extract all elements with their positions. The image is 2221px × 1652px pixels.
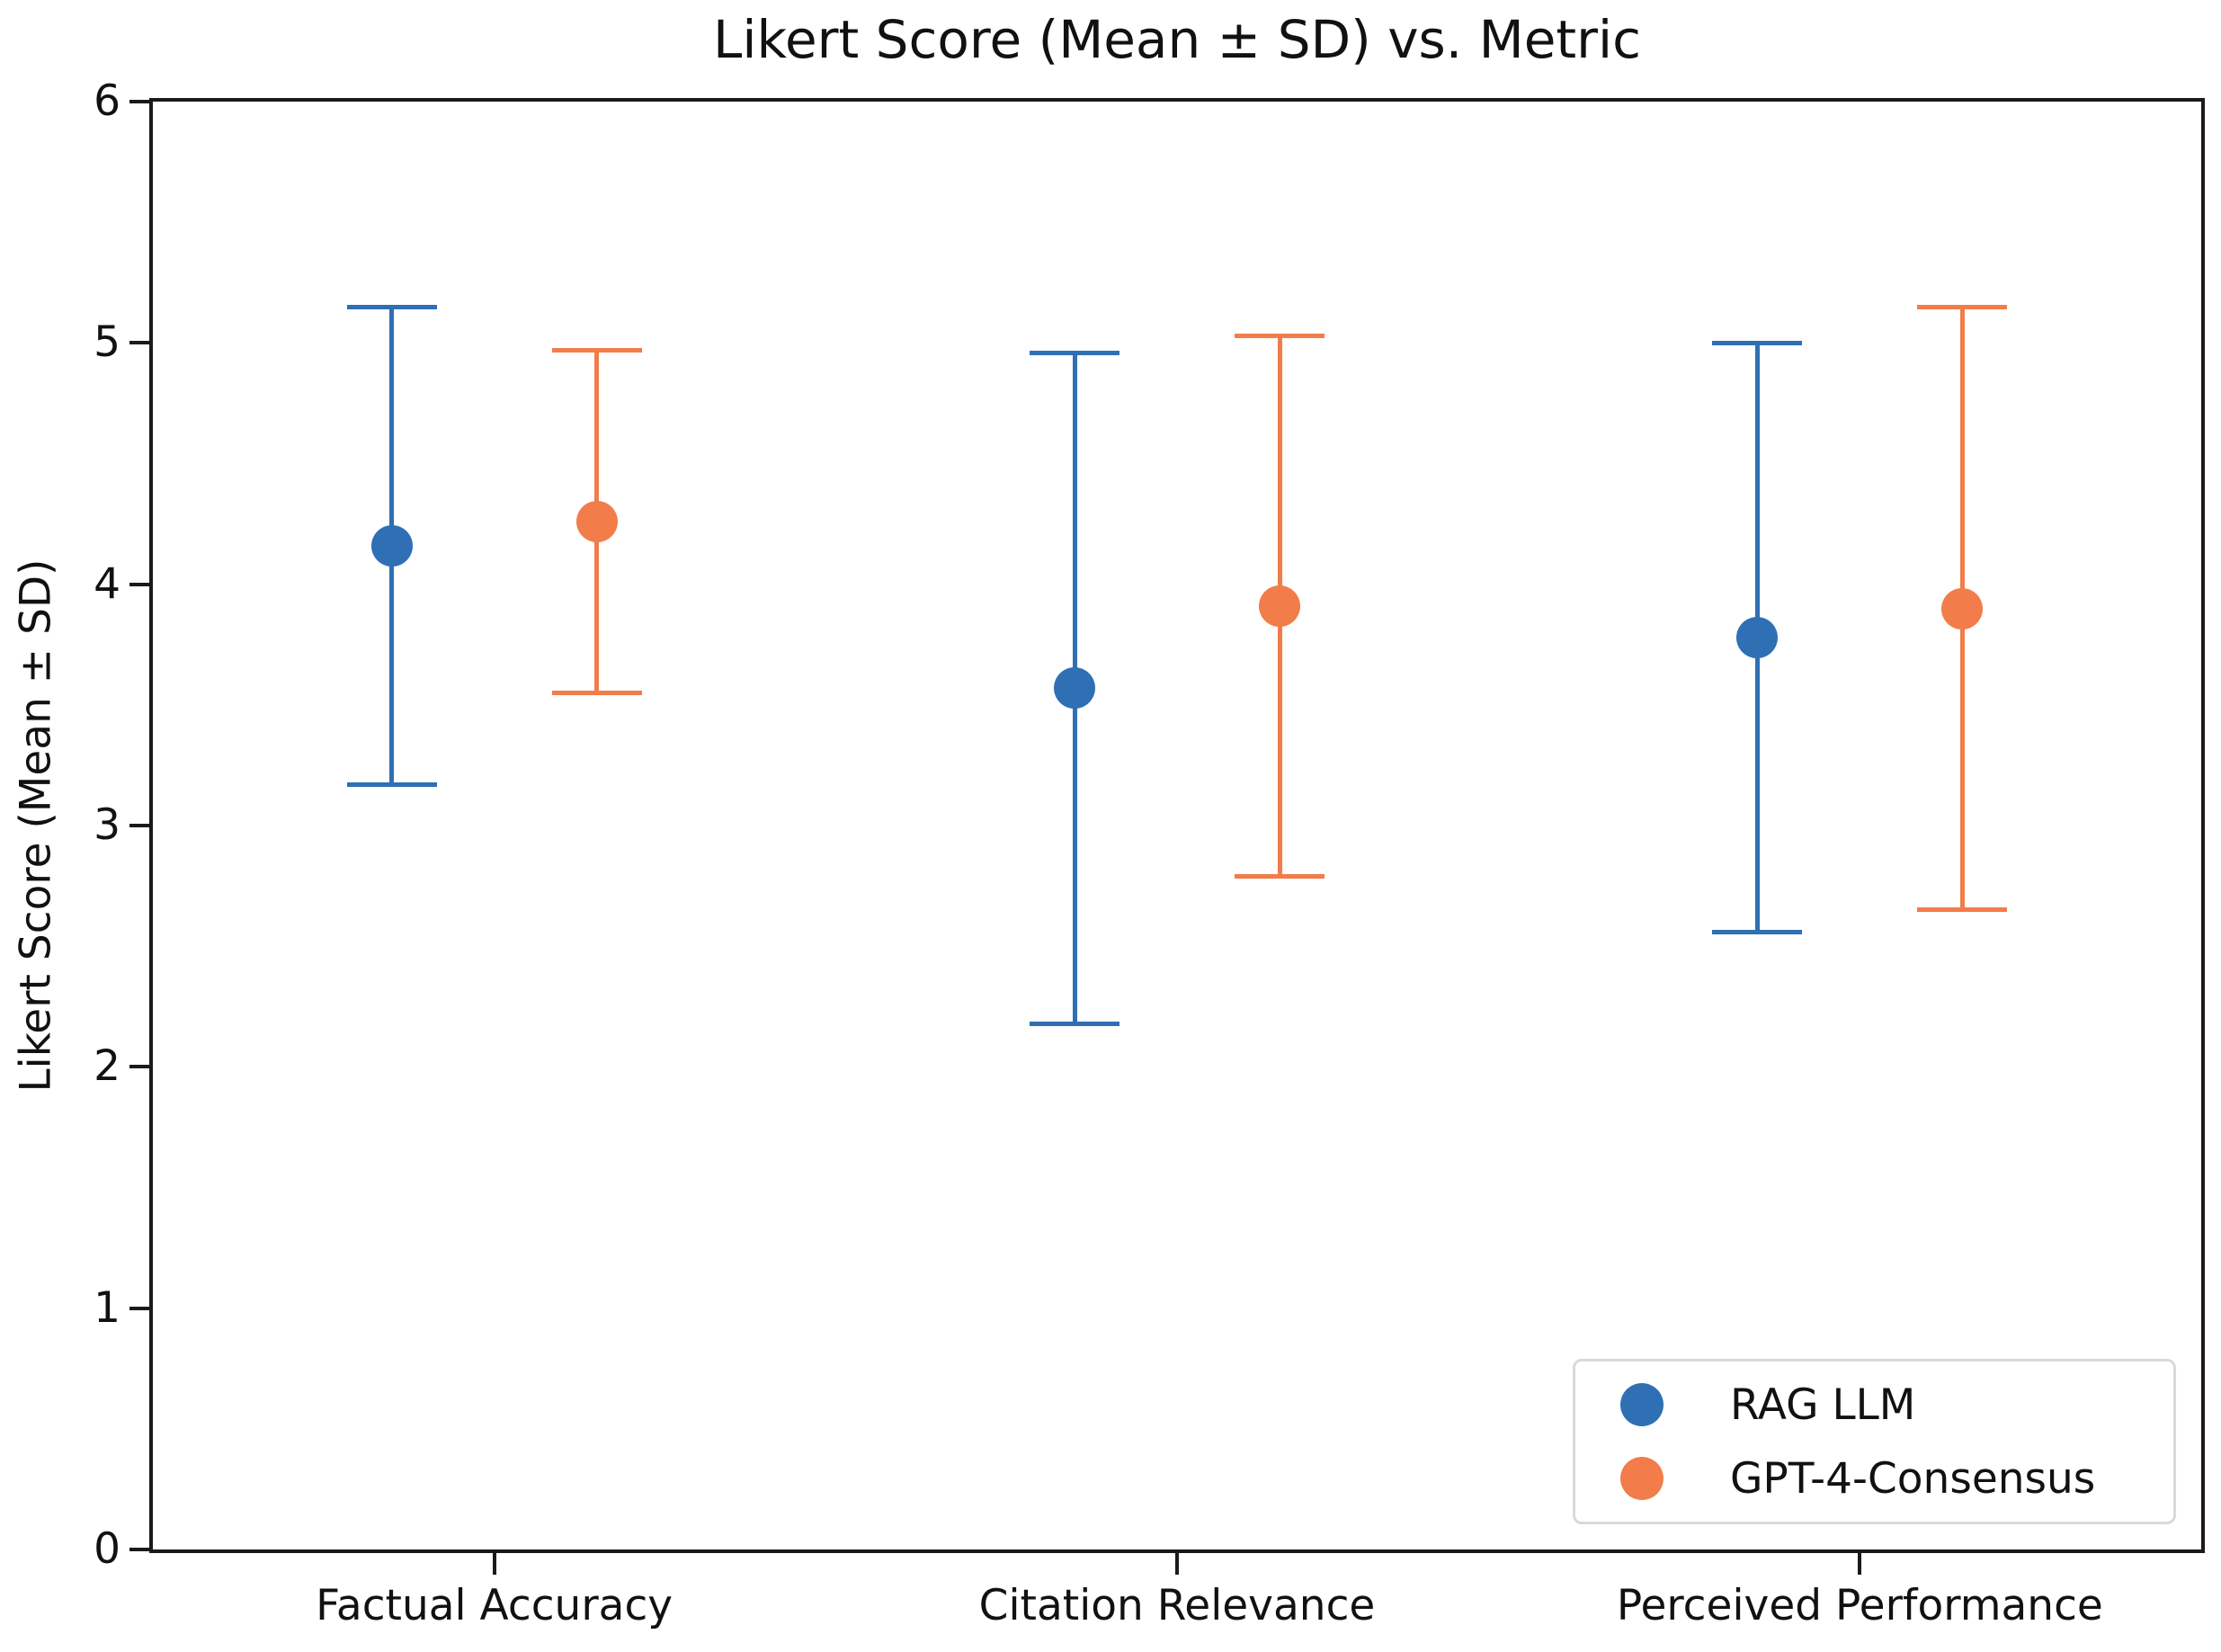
y-tick-label: 1 (94, 1282, 120, 1333)
mean-marker-1-0 (575, 500, 618, 542)
legend-marker-icon (1620, 1457, 1664, 1500)
errorbar-cap-top-1-0 (551, 347, 642, 353)
errorbar-cap-bottom-0-1 (1030, 1021, 1119, 1026)
y-tick-label: 4 (94, 558, 120, 609)
plot-area (149, 98, 2205, 1553)
x-tick (492, 1553, 496, 1575)
errorbar-cap-bottom-1-0 (551, 690, 642, 695)
legend-label-1: GPT-4-Consensus (1730, 1453, 2096, 1504)
errorbar-cap-top-0-0 (346, 304, 437, 309)
x-tick-label-1: Citation Relevance (978, 1581, 1376, 1630)
y-tick (129, 341, 153, 345)
errorbar-cap-top-0-2 (1712, 340, 1803, 345)
chart-title: Likert Score (Mean ± SD) vs. Metric (713, 9, 1641, 70)
x-tick-label-0: Factual Accuracy (316, 1581, 673, 1630)
errorbar-cap-top-1-1 (1235, 333, 1325, 338)
y-tick (129, 1306, 153, 1310)
mean-marker-1-1 (1259, 585, 1300, 627)
y-tick-label: 0 (94, 1524, 120, 1574)
y-tick (129, 582, 153, 586)
y-tick-label: 2 (94, 1041, 120, 1092)
errorbar-cap-top-0-1 (1030, 350, 1119, 355)
x-tick (1175, 1553, 1179, 1575)
errorbar-cap-bottom-0-0 (346, 781, 437, 787)
mean-marker-0-0 (370, 524, 413, 567)
legend-label-0: RAG LLM (1730, 1380, 1916, 1430)
x-tick (1858, 1553, 1862, 1575)
errorbar-cap-top-1-2 (1917, 304, 2008, 309)
mean-marker-0-1 (1054, 667, 1095, 710)
mean-marker-0-2 (1736, 616, 1779, 658)
y-tick-label: 5 (94, 317, 120, 368)
legend: RAG LLM GPT-4-Consensus (1573, 1359, 2176, 1524)
y-tick (129, 100, 153, 103)
errorbar-cap-bottom-0-2 (1712, 929, 1803, 934)
errorbar-cap-bottom-1-1 (1235, 873, 1325, 879)
y-tick-label: 3 (94, 800, 120, 850)
legend-item-0: RAG LLM (1620, 1380, 2173, 1430)
x-tick-label-2: Perceived Performance (1616, 1581, 2103, 1630)
errorbar-cap-bottom-1-2 (1917, 907, 2008, 913)
legend-item-1: GPT-4-Consensus (1620, 1453, 2173, 1504)
legend-marker-icon (1620, 1383, 1664, 1426)
y-tick (129, 1065, 153, 1069)
y-tick (129, 1548, 153, 1551)
mean-marker-1-2 (1941, 587, 1984, 630)
y-tick-label: 6 (94, 76, 120, 126)
y-tick (129, 824, 153, 827)
